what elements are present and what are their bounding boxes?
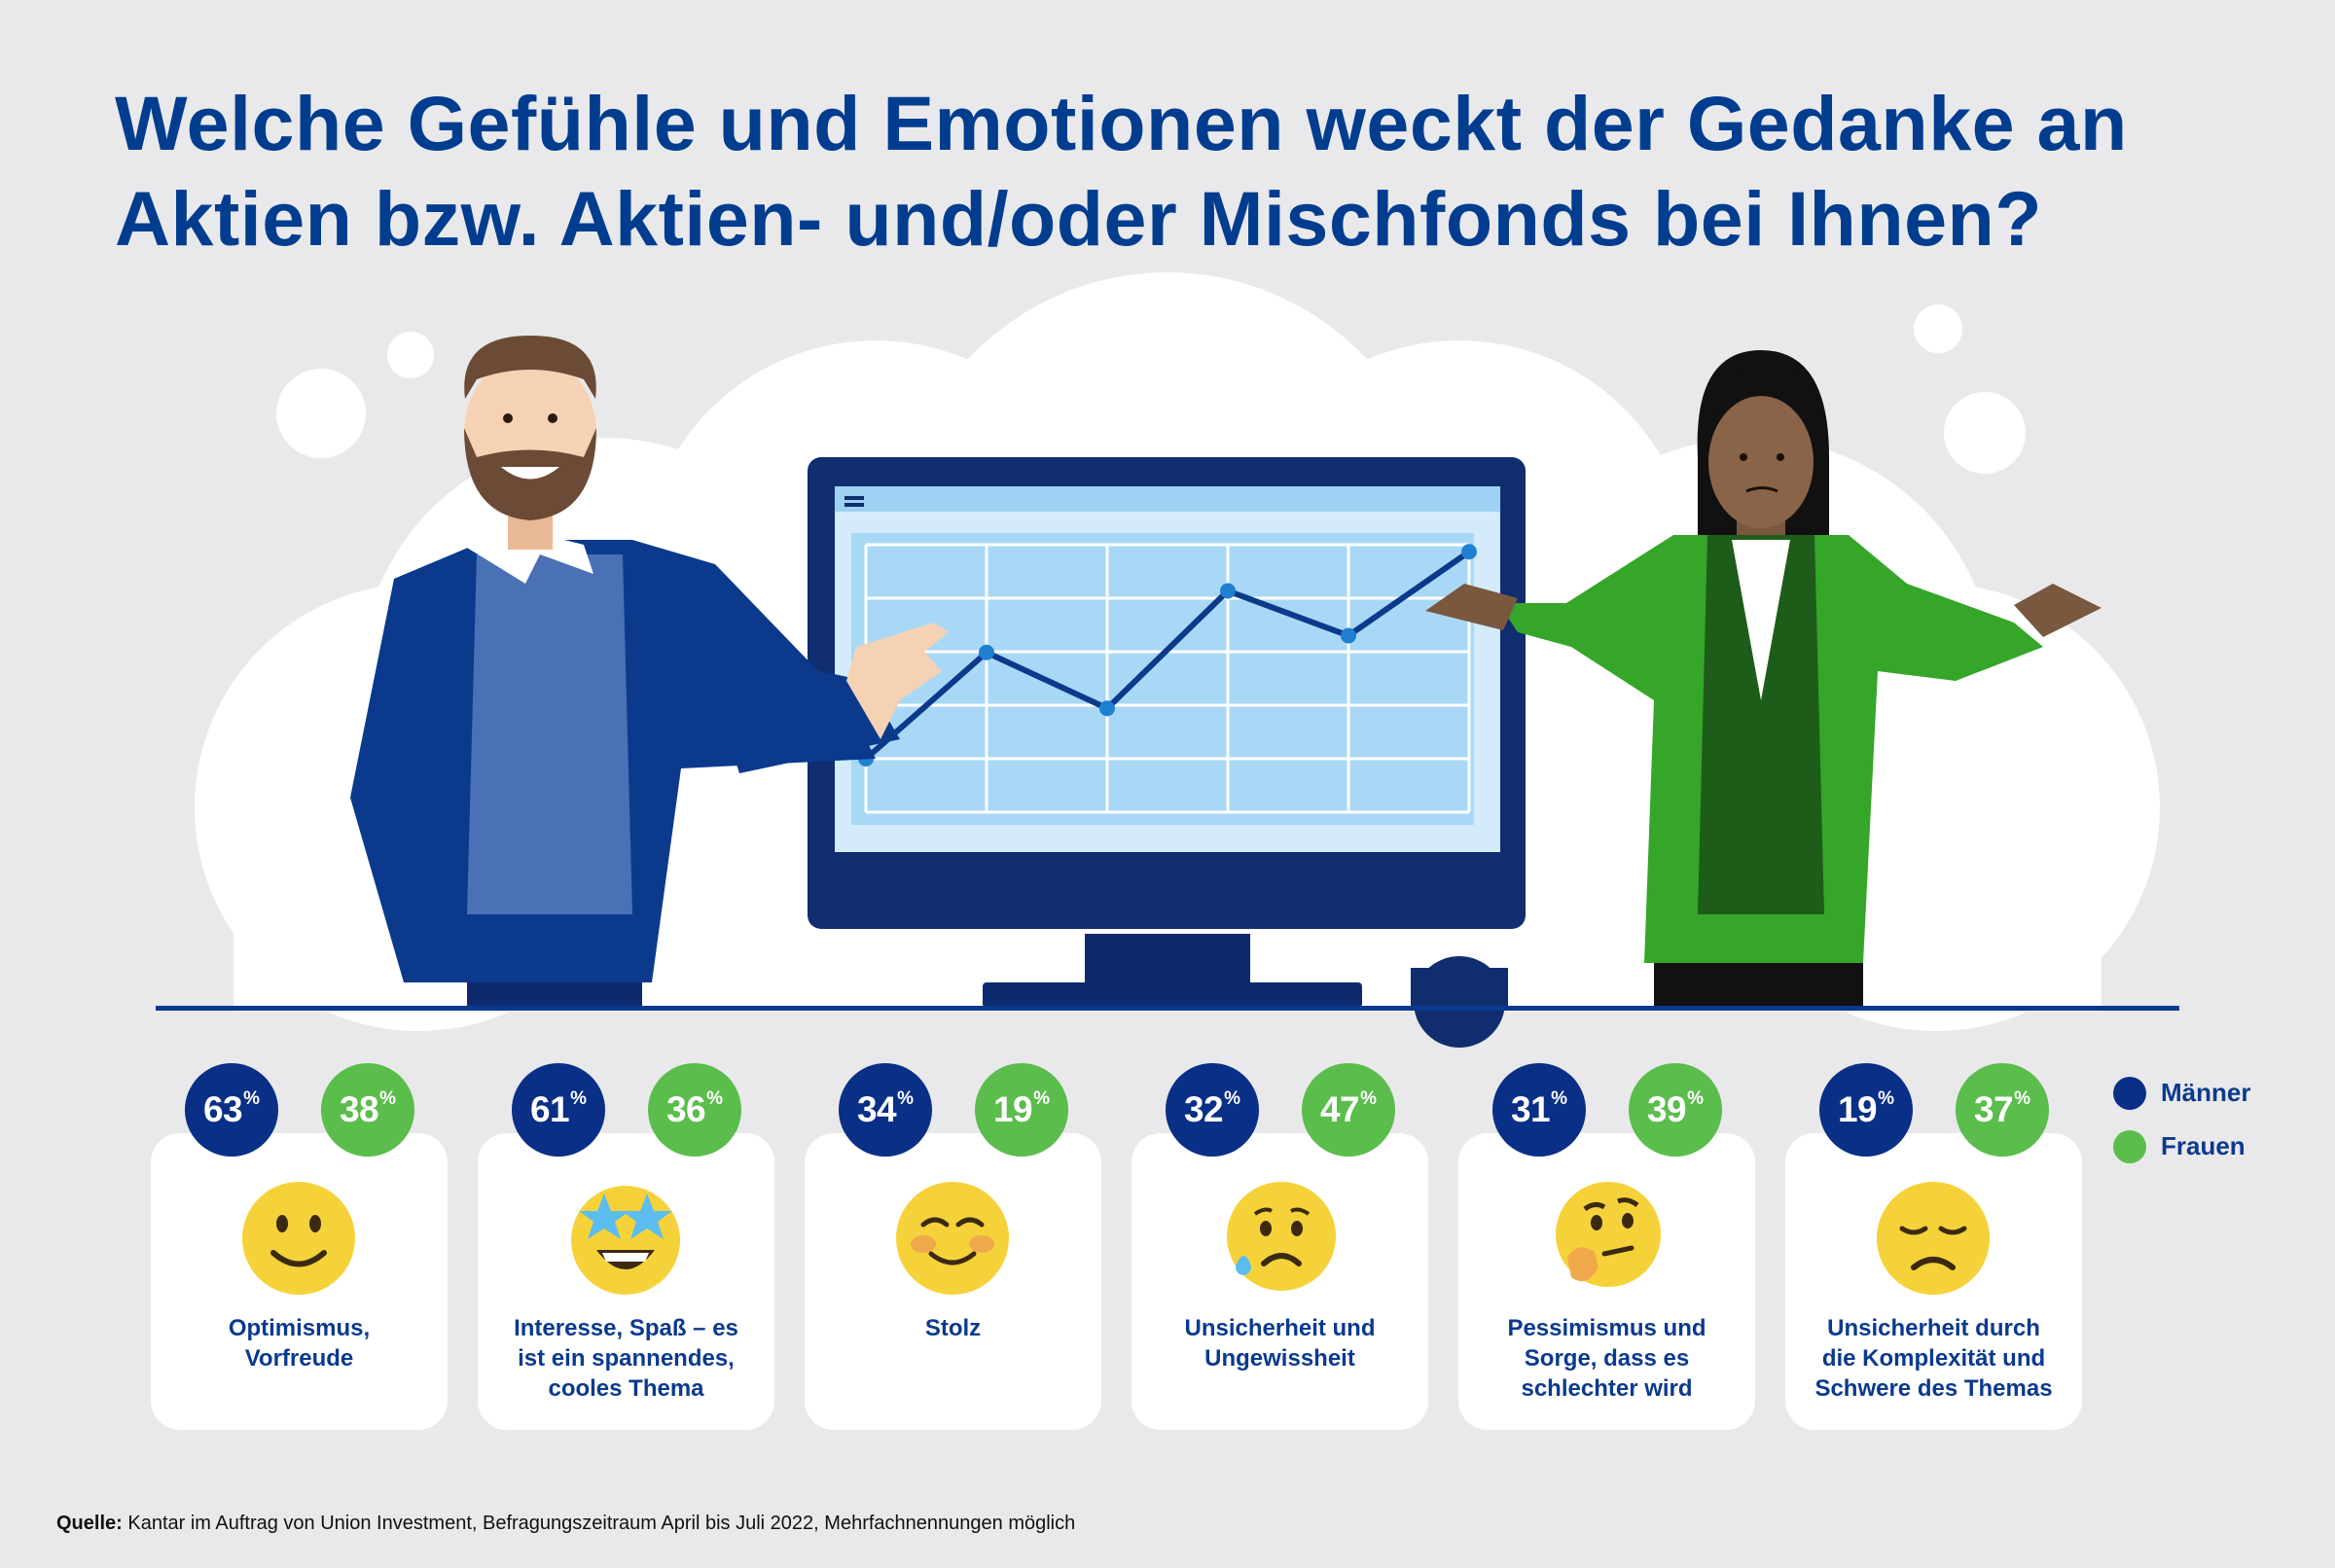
bar-value-men: 32 [1183,1089,1224,1129]
man-figure [350,336,949,1007]
card-interesse: Interesse, Spaß – es ist ein spannendes,… [478,1133,774,1430]
monitor-chart-points [858,544,1477,766]
disappointed-face-icon [1877,1182,1990,1295]
card-label-line: Unsicherheit durch [1827,1315,2040,1341]
monitor-chart-point [1341,627,1356,644]
legend-label-men: Männer [2161,1078,2251,1107]
smiling-face-icon [896,1182,1009,1295]
monitor-chart-point [1099,700,1115,717]
men-value-badge: 34% [839,1063,932,1157]
women-value-badge: 19% [975,1063,1068,1157]
men-value-badge: 63% [185,1063,278,1157]
legend-item-women: Frauen [2113,1120,2250,1173]
legend-dot-men-icon [2113,1076,2146,1110]
card-label-line: ist ein spannendes, [518,1345,735,1372]
card-label-line: Unsicherheit und [1184,1315,1376,1341]
monitor-chart-grid [864,543,1471,814]
card-label: Pessimismus und Sorge, dass es schlechte… [1472,1313,1742,1404]
star-struck-face-icon [571,1186,680,1295]
legend: Männer Frauen [2113,1066,2250,1173]
thinking-face-icon [1556,1182,1661,1287]
source-label: Quelle: [56,1513,123,1534]
card-label-line: Optimismus, [228,1315,371,1341]
bar-value-men: 61 [529,1089,570,1129]
legend-item-men: Männer [2113,1066,2250,1120]
card-unsicherheit: Unsicherheit und Ungewissheit [1132,1133,1428,1430]
card-label-line: Pessimismus und [1507,1315,1706,1341]
card-label-line: Vorfreude [244,1345,354,1372]
card-label: Interesse, Spaß – es ist ein spannendes,… [491,1313,761,1404]
card-label: Stolz [818,1313,1088,1343]
bar-value-men: 34 [856,1089,897,1129]
legend-label-women: Frauen [2161,1131,2245,1160]
bar-value-women: 36 [665,1089,706,1129]
bar-value-women: 19 [992,1089,1033,1129]
bar-value-women: 47 [1319,1089,1360,1129]
slightly-smiling-face-icon [242,1182,355,1295]
monitor-chart-point [979,644,994,660]
card-label-line: Ungewissheit [1204,1345,1355,1372]
woman-figure [1425,350,2102,1007]
men-value-badge: 31% [1492,1063,1586,1157]
men-value-badge: 32% [1166,1063,1259,1157]
source-note: Quelle: Kantar im Auftrag von Union Inve… [56,1513,1075,1535]
card-stolz: Stolz [805,1133,1101,1430]
card-label: Unsicherheit und Ungewissheit [1145,1313,1415,1373]
card-label-line: die Komplexität und [1821,1345,2046,1372]
bar-value-women: 39 [1646,1089,1687,1129]
card-pessimismus: Pessimismus und Sorge, dass es schlechte… [1458,1133,1755,1430]
title-line-1: Welche Gefühle und Emotionen weckt der G… [115,80,2128,166]
card-label-line: schlechter wird [1521,1375,1693,1402]
bar-value-women: 37 [1973,1089,2014,1129]
bar-value-men: 19 [1837,1089,1878,1129]
monitor-chart-point [1461,544,1477,560]
card-komplexitaet: Unsicherheit durch die Komplexität und S… [1785,1133,2082,1430]
women-value-badge: 37% [1956,1063,2049,1157]
monitor-chart-line [864,549,1471,762]
men-value-badge: 19% [1819,1063,1913,1157]
bar-value-men: 31 [1510,1089,1551,1129]
page-title: Welche Gefühle und Emotionen weckt der G… [115,76,2255,267]
floor-line [156,1006,2179,1011]
anxious-sweat-face-icon [1227,1182,1336,1291]
card-label: Unsicherheit durch die Komplexität und S… [1799,1313,2068,1404]
bar-value-women: 38 [339,1089,379,1129]
legend-dot-women-icon [2113,1129,2146,1163]
source-text: Kantar im Auftrag von Union Investment, … [122,1513,1076,1534]
card-label-line: Sorge, dass es [1524,1345,1690,1372]
card-label-line: cooles Thema [548,1375,704,1402]
card-label-line: Schwere des Themas [1814,1375,2053,1402]
card-label: Optimismus, Vorfreude [164,1313,434,1373]
men-value-badge: 61% [512,1063,605,1157]
mouse [1414,956,1505,1048]
monitor-chart-point [1220,583,1236,599]
bar-value-men: 63 [202,1089,243,1129]
women-value-badge: 47% [1302,1063,1395,1157]
monitor [808,457,1526,1008]
card-label-line: Interesse, Spaß – es [514,1315,738,1341]
card-label-line: Stolz [924,1315,982,1341]
women-value-badge: 38% [321,1063,414,1157]
women-value-badge: 39% [1629,1063,1722,1157]
women-value-badge: 36% [648,1063,741,1157]
title-line-2: Aktien bzw. Aktien- und/oder Mischfonds … [115,175,2043,262]
card-optimismus: Optimismus, Vorfreude [151,1133,448,1430]
